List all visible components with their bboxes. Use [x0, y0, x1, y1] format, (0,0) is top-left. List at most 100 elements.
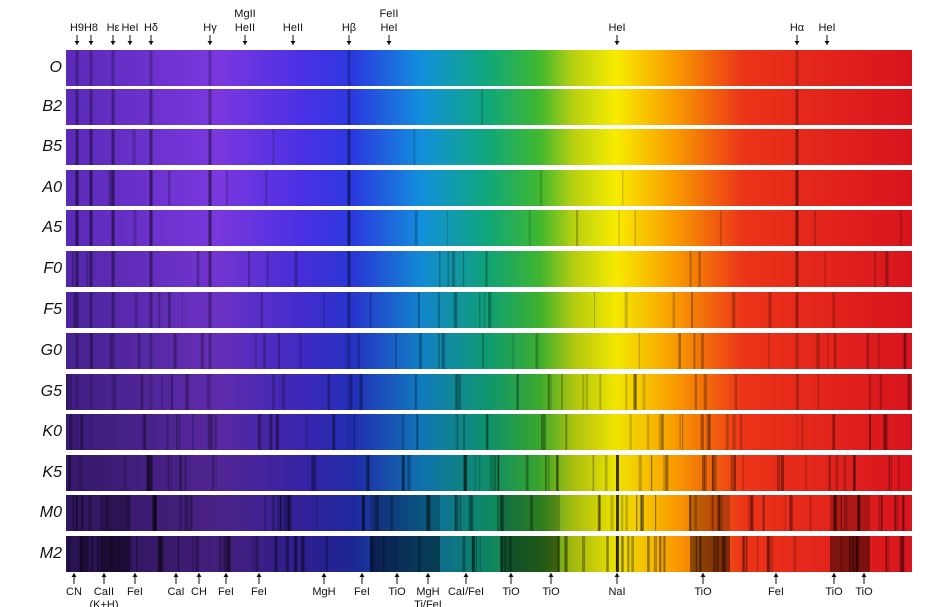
absorption-line	[740, 414, 743, 450]
absorption-line	[126, 495, 128, 531]
absorption-line	[734, 374, 738, 410]
absorption-line	[869, 414, 871, 450]
absorption-line	[795, 210, 799, 246]
absorption-line	[701, 333, 704, 369]
absorption-line	[275, 536, 278, 572]
absorption-line	[218, 536, 222, 572]
absorption-line	[167, 455, 170, 491]
absorption-line	[653, 536, 655, 572]
absorption-line	[877, 333, 881, 369]
absorption-line	[149, 292, 153, 328]
absorption-line	[175, 414, 178, 450]
absorption-line	[75, 333, 79, 369]
absorption-line	[479, 292, 481, 328]
molecular-band	[500, 495, 560, 531]
absorption-line	[629, 414, 633, 450]
absorption-line	[97, 536, 99, 572]
absorption-line	[638, 455, 642, 491]
absorption-line	[109, 536, 114, 572]
absorption-line	[501, 536, 503, 572]
absorption-line	[715, 536, 718, 572]
absorption-line	[151, 495, 155, 531]
absorption-line	[349, 374, 353, 410]
absorption-line	[454, 495, 456, 531]
absorption-line	[504, 536, 507, 572]
absorption-line	[616, 536, 619, 572]
absorption-line	[154, 495, 157, 531]
absorption-line	[226, 170, 229, 206]
molecular-band	[100, 536, 130, 572]
line-label: TiO	[388, 586, 406, 598]
line-label: TiO	[502, 586, 520, 598]
absorption-line	[75, 89, 79, 125]
absorption-line	[890, 455, 892, 491]
line-label: CH	[191, 586, 207, 598]
absorption-line	[254, 333, 257, 369]
absorption-line	[149, 414, 153, 450]
absorption-line	[616, 495, 619, 531]
absorption-line	[658, 414, 662, 450]
absorption-line	[496, 495, 501, 531]
absorption-line	[149, 89, 153, 125]
absorption-line	[565, 414, 568, 450]
molecular-band	[370, 495, 440, 531]
absorption-line	[599, 374, 602, 410]
absorption-line	[474, 455, 476, 491]
line-label: HeII	[235, 22, 255, 34]
absorption-line	[208, 89, 212, 125]
arrow-head	[88, 41, 94, 45]
absorption-line	[207, 374, 209, 410]
line-label: Hβ	[342, 22, 356, 34]
absorption-line	[866, 333, 870, 369]
absorption-line	[284, 495, 288, 531]
absorption-line	[407, 455, 411, 491]
absorption-line	[196, 251, 200, 287]
line-label: MgH	[416, 586, 439, 598]
absorption-line	[896, 495, 899, 531]
absorption-line	[462, 536, 466, 572]
absorption-line	[223, 536, 228, 572]
absorption-line	[439, 251, 441, 287]
absorption-line	[285, 536, 288, 572]
absorption-line	[840, 495, 842, 531]
absorption-line	[81, 495, 84, 531]
absorption-line	[89, 170, 93, 206]
line-label: FeI	[251, 586, 267, 598]
spectrum-strip	[66, 210, 912, 246]
absorption-line	[382, 536, 385, 572]
absorption-line	[455, 414, 459, 450]
absorption-line	[540, 414, 543, 450]
absorption-line	[154, 495, 156, 531]
absorption-line	[347, 89, 351, 125]
line-label: CaII	[94, 586, 114, 598]
absorption-line	[283, 495, 286, 531]
absorption-line	[208, 251, 212, 287]
absorption-line	[855, 536, 859, 572]
absorption-line	[795, 129, 799, 165]
absorption-line	[470, 495, 474, 531]
absorption-line	[457, 374, 459, 410]
absorption-line	[512, 333, 515, 369]
absorption-line	[548, 374, 552, 410]
line-label: FeI	[354, 586, 370, 598]
absorption-line	[480, 89, 484, 125]
absorption-line	[624, 292, 628, 328]
absorption-line	[713, 536, 716, 572]
absorption-line	[208, 292, 212, 328]
molecular-band	[690, 495, 730, 531]
absorption-line	[768, 292, 772, 328]
absorption-line	[886, 536, 890, 572]
absorption-line	[497, 455, 500, 491]
absorption-line	[167, 292, 172, 328]
absorption-line	[767, 536, 771, 572]
absorption-line	[347, 333, 351, 369]
line-label: Hδ	[144, 22, 158, 34]
absorption-line	[347, 50, 351, 86]
absorption-line	[471, 536, 475, 572]
absorption-line	[111, 414, 115, 450]
spectral-type-label: A5	[41, 219, 62, 236]
arrow-head	[127, 41, 133, 45]
absorption-line	[111, 333, 115, 369]
line-label: FeI	[218, 586, 234, 598]
absorption-line	[96, 536, 100, 572]
